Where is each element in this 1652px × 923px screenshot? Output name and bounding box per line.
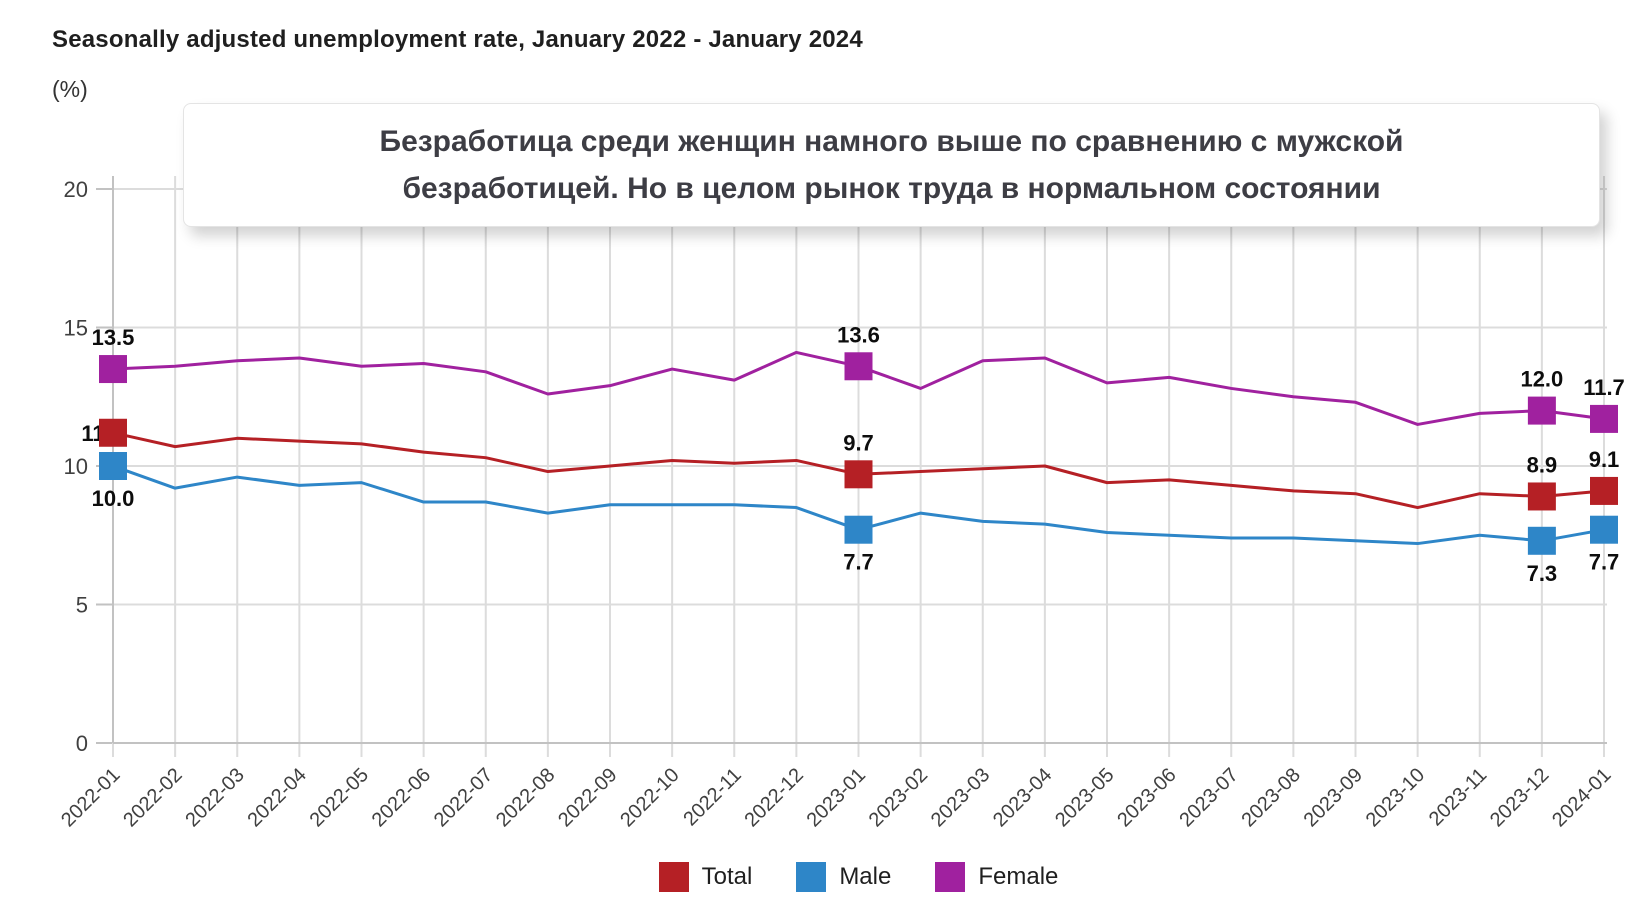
- x-tick-label: 2022-01: [57, 764, 124, 831]
- x-tick-label: 2022-11: [679, 764, 745, 830]
- x-tick-label: 2022-04: [243, 764, 310, 831]
- x-tick-label: 2023-05: [1051, 764, 1118, 831]
- data-label: 12.0: [1520, 367, 1563, 392]
- y-tick-label: 5: [76, 593, 88, 618]
- marker-female: [844, 352, 873, 381]
- x-tick-label: 2022-06: [368, 764, 435, 831]
- x-tick-label: 2022-05: [306, 764, 373, 831]
- x-tick-label: 2022-09: [554, 764, 621, 831]
- data-label: 7.7: [843, 550, 874, 575]
- y-axis-unit-label: (%): [52, 76, 88, 102]
- annotation-box: Безработица среди женщин намного выше по…: [183, 103, 1600, 227]
- legend-item-female: Female: [935, 862, 1058, 892]
- legend-swatch-total: [658, 862, 689, 892]
- data-label: 11.7: [1583, 375, 1625, 400]
- data-label: 13.5: [92, 325, 135, 350]
- x-tick-label: 2023-02: [865, 764, 932, 831]
- marker-female: [1590, 404, 1618, 433]
- legend-swatch-female: [935, 862, 966, 892]
- x-tick-label: 2022-12: [740, 764, 807, 831]
- x-tick-label: 2022-08: [492, 764, 559, 831]
- x-tick-label: 2023-10: [1362, 764, 1429, 831]
- marker-male: [99, 452, 127, 480]
- x-tick-label: 2023-01: [803, 764, 870, 831]
- marker-male: [844, 515, 873, 544]
- x-tick-label: 2023-04: [989, 764, 1056, 831]
- x-tick-label: 2023-06: [1113, 764, 1180, 831]
- legend-label-male: Male: [839, 863, 892, 890]
- data-label: 13.6: [837, 322, 880, 347]
- x-tick-label: 2023-09: [1300, 764, 1367, 831]
- data-label: 7.3: [1527, 561, 1558, 586]
- data-label: 9.7: [843, 430, 874, 455]
- x-tick-label: 2023-11: [1425, 764, 1491, 830]
- x-tick-label: 2023-12: [1486, 764, 1553, 831]
- marker-total: [844, 460, 873, 489]
- x-tick-label: 2024-01: [1548, 764, 1615, 831]
- x-tick-label: 2022-10: [616, 764, 683, 831]
- data-label: 10.0: [92, 486, 135, 511]
- marker-male: [1590, 515, 1618, 544]
- y-tick-label: 20: [64, 177, 88, 202]
- annotation-line-2: безработицей. Но в целом рынок труда в н…: [402, 172, 1381, 205]
- chart-title: Seasonally adjusted unemployment rate, J…: [52, 26, 863, 53]
- y-tick-label: 10: [64, 454, 88, 479]
- legend-label-total: Total: [701, 863, 753, 890]
- annotation-line-1: Безработица среди женщин намного выше по…: [379, 125, 1404, 158]
- data-label: 7.7: [1589, 550, 1620, 575]
- legend: Total Male Female: [113, 862, 1604, 892]
- data-label: 8.9: [1527, 452, 1558, 477]
- marker-female: [1527, 396, 1556, 425]
- x-tick-label: 2023-07: [1175, 764, 1242, 831]
- y-tick-label: 15: [64, 316, 88, 341]
- x-tick-label: 2023-03: [927, 764, 994, 831]
- x-tick-label: 2022-07: [430, 764, 497, 831]
- marker-total: [99, 418, 127, 447]
- legend-item-total: Total: [658, 862, 753, 892]
- marker-total: [1590, 476, 1618, 505]
- x-tick-label: 2023-08: [1237, 764, 1304, 831]
- marker-male: [1527, 526, 1556, 555]
- data-label: 9.1: [1589, 447, 1620, 472]
- marker-female: [99, 355, 127, 384]
- legend-swatch-male: [796, 862, 827, 892]
- x-tick-label: 2022-02: [119, 764, 186, 831]
- legend-item-male: Male: [796, 862, 891, 892]
- marker-total: [1527, 482, 1556, 511]
- x-tick-label: 2022-03: [181, 764, 248, 831]
- legend-label-female: Female: [978, 863, 1059, 890]
- y-tick-label: 0: [76, 731, 88, 756]
